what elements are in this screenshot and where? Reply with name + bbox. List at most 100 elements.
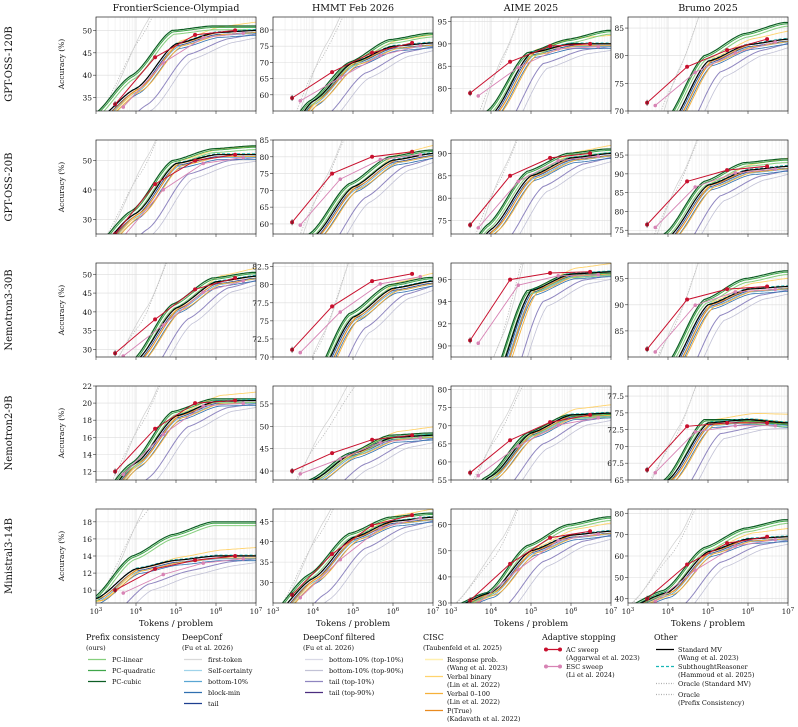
y-tick-label: 90	[614, 170, 624, 179]
legend-label-sub: (Li et al. 2024)	[566, 671, 615, 679]
legend-label: ESC sweep	[566, 663, 603, 671]
standard-mv-line	[485, 152, 611, 234]
standard-mv-line	[484, 412, 611, 480]
ac-sweep-line	[291, 42, 413, 99]
esc-sweep-line	[477, 274, 599, 344]
ac-sweep-line	[291, 514, 413, 596]
filtered-bottom10-top90-line	[323, 524, 433, 603]
x-tick-label: 105	[702, 607, 715, 616]
deepconf-bottom10-line	[307, 45, 433, 111]
cisc-verbal-0-100-line	[511, 273, 611, 357]
ac-sweep-point	[410, 513, 415, 518]
y-tick-label: 95	[614, 151, 624, 160]
ac-sweep-point	[370, 437, 375, 442]
x-tick-label: 107	[605, 607, 618, 616]
esc-sweep-point	[161, 61, 166, 65]
standard-mv-line	[678, 285, 788, 357]
esc-sweep-line	[122, 32, 244, 108]
pc-linear-line	[492, 33, 611, 111]
y-tick-label: 30	[259, 579, 269, 588]
series-lines	[645, 140, 788, 234]
esc-sweep-point	[693, 568, 698, 572]
esc-sweep-line	[299, 45, 421, 102]
pc-cubic-line	[299, 32, 433, 111]
pc-quadratic-line	[137, 273, 256, 357]
esc-sweep-point	[596, 415, 601, 420]
x-axis-label: Tokens / problem	[139, 619, 213, 629]
ac-sweep-point	[725, 168, 730, 173]
series-lines	[645, 386, 788, 480]
cisc-verbal-binary-line	[683, 30, 788, 111]
esc-sweep-point	[201, 404, 206, 408]
y-tick-label: 80	[437, 85, 447, 94]
ac-sweep-point	[548, 270, 553, 275]
y-tick-label: 80	[259, 281, 269, 290]
esc-sweep-point	[556, 423, 561, 427]
legend-label-sub: (Kadavath et al. 2022)	[447, 715, 521, 723]
ac-sweep-line	[291, 273, 413, 351]
y-tick-label: 70	[614, 442, 624, 451]
x-tick-label: 107	[250, 607, 263, 616]
y-tick-label: 55	[259, 400, 269, 409]
ac-sweep-point	[548, 44, 553, 49]
deepconf-block-min-line	[324, 439, 433, 480]
y-tick-label: 80	[614, 509, 624, 518]
ac-sweep-line	[114, 277, 236, 354]
panel-nemotron2-9b-0: 12 14 16 18 20 22 Accuracy (%)	[57, 382, 257, 483]
y-tick-label: 50	[614, 573, 624, 582]
filtered-bottom10-top90-line	[701, 173, 788, 234]
y-tick-label: 50	[82, 270, 92, 279]
deepconf-block-min-line	[509, 276, 611, 357]
esc-sweep-point	[338, 177, 343, 182]
pc-quadratic-line	[96, 522, 256, 599]
esc-sweep-point	[298, 350, 303, 355]
esc-sweep-point	[298, 223, 303, 227]
panel-gpt-oss-120b-3: 70 75 80 85	[614, 16, 789, 116]
legend-label: tail (top-10%)	[329, 678, 375, 686]
cisc-verbal-0-100-line	[120, 156, 256, 234]
panel-gpt-oss-20b-3: 75 80 85 90 95	[614, 139, 789, 237]
ac-sweep-point	[330, 304, 335, 309]
ac-sweep-point	[765, 420, 770, 425]
pc-cubic-line	[308, 149, 433, 234]
esc-sweep-line	[477, 155, 599, 229]
legend-group-title: DeepConf	[182, 633, 223, 642]
column-header: AIME 2025	[503, 3, 558, 14]
y-tick-label: 85	[614, 24, 624, 33]
subthought-line	[505, 270, 611, 357]
ac-sweep-point	[508, 59, 513, 64]
pc-cubic-line	[97, 25, 256, 111]
x-tick-label: 104	[485, 607, 498, 616]
ac-sweep-point	[370, 50, 375, 55]
esc-sweep-line	[299, 154, 421, 226]
pc-linear-line	[470, 520, 611, 603]
esc-sweep-point	[733, 423, 738, 428]
y-tick-label: 77.5	[607, 392, 624, 401]
esc-sweep-point	[516, 444, 521, 448]
y-tick-label: 60	[259, 220, 269, 229]
subthought-line	[485, 152, 611, 234]
filtered-bottom10-top90-line	[521, 420, 611, 480]
y-tick-label: 40	[82, 71, 92, 80]
esc-sweep-point	[596, 154, 601, 159]
y-tick-label: 20	[82, 399, 92, 408]
esc-sweep-point	[773, 423, 778, 428]
deepconf-block-min-line	[684, 43, 788, 111]
panel-nemotron2-9b-3: 65 67.5 70 72.5 75 77.5	[607, 385, 789, 485]
legend-label: AC sweep	[565, 646, 599, 654]
esc-sweep-point	[516, 567, 521, 572]
esc-sweep-point	[773, 167, 778, 171]
ac-sweep-point	[193, 32, 198, 37]
series-lines	[112, 386, 256, 480]
esc-sweep-point	[121, 591, 126, 595]
filtered-tail-top10-line	[313, 520, 433, 603]
esc-sweep-point	[693, 185, 698, 189]
pc-linear-line	[304, 36, 433, 111]
ac-sweep-point	[330, 171, 335, 176]
panel-gpt-oss-20b-0: 30 40 50 Accuracy (%)	[57, 139, 257, 237]
ac-sweep-point	[193, 401, 198, 406]
column-header: FrontierScience-Olympiad	[113, 3, 240, 14]
y-tick-label: 10	[82, 586, 92, 595]
legend-label-sub: (Hammoud et al. 2025)	[678, 671, 755, 679]
